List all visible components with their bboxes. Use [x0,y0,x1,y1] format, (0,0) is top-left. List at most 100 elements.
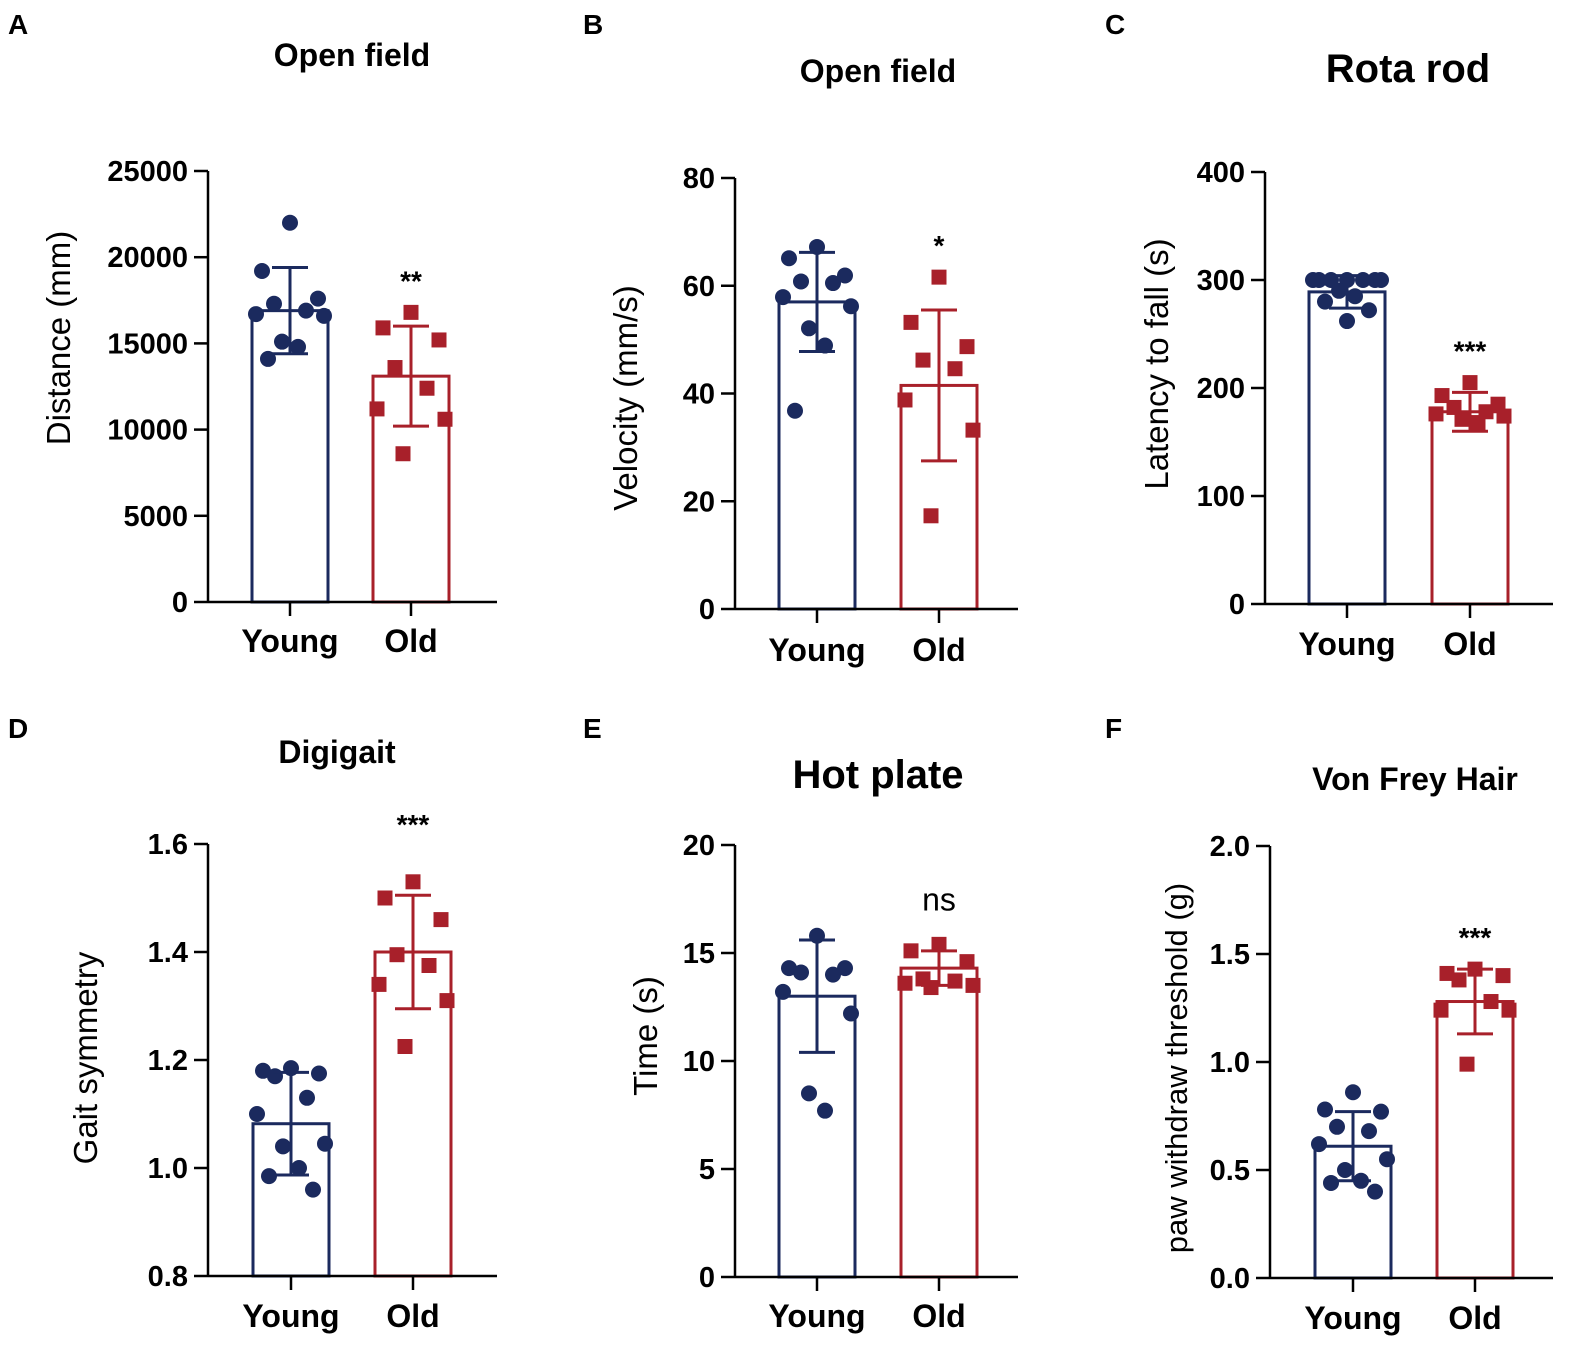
y-tick-label: 0.8 [148,1261,188,1293]
y-tick-label: 100 [1197,481,1245,513]
y-tick-label: 20000 [107,242,188,274]
y-axis-label: Gait symmetry [67,951,104,1164]
y-tick-label: 0 [1229,589,1245,621]
point-old [389,947,405,963]
point-young [254,262,270,279]
point-old [1495,968,1511,984]
point-old [1462,375,1478,391]
point-old [947,361,963,377]
point-old [387,360,403,376]
x-tick-label-young: Young [242,1298,339,1334]
point-young [817,337,833,354]
point-old [1439,965,1455,981]
y-tick-label: 1.2 [148,1045,188,1077]
point-young [801,320,817,337]
x-tick-label-old: Old [384,623,437,659]
significance-label: ns [922,881,956,917]
point-young [274,333,290,350]
point-young [825,966,841,983]
x-tick-label-young: Young [1298,626,1395,662]
x-tick-label-old: Old [1443,626,1496,662]
point-young [793,273,809,290]
point-young [316,307,332,324]
y-axis-label: Time (s) [627,976,664,1096]
panel-d: D Digigait Gait symmetry 0.8 1.0 1.2 1.4 1.6 You… [8,713,497,1334]
y-tick-label: 1.0 [1210,1047,1250,1079]
point-young [298,302,314,319]
point-young [266,295,282,312]
point-young [1361,1123,1377,1140]
significance-label: ** [400,265,422,296]
significance-label: *** [1454,336,1487,367]
bar-old [1435,1000,1515,1280]
point-young [1323,1174,1339,1191]
x-tick-label-old: Old [912,632,965,668]
y-tick-label: 300 [1197,265,1245,297]
x-tick-label-young: Young [1304,1300,1401,1336]
point-young [843,298,859,315]
panel-letter: A [8,9,28,40]
y-axis-label: paw withdraw threshold (g) [1159,883,1194,1253]
point-old [965,977,981,993]
y-tick-label: 0.5 [1210,1155,1250,1187]
chart-title: Hot plate [792,753,963,797]
point-young [1367,1183,1383,1200]
point-old [395,446,411,462]
y-tick-label: 5000 [123,501,188,533]
point-old [397,1039,413,1054]
point-young [825,275,841,292]
x-tick-label-old: Old [1448,1300,1501,1336]
point-young [781,960,797,977]
point-young [1361,302,1377,319]
point-young [1329,1118,1345,1135]
bar-young [777,300,857,611]
point-young [837,267,853,284]
point-young [248,306,264,323]
y-tick-label: 0 [172,587,188,619]
point-old [903,943,919,959]
point-old [439,993,455,1009]
x-tick-label-old: Old [912,1298,965,1334]
point-young [837,960,853,977]
point-young [1337,1162,1353,1178]
point-old [369,401,385,417]
point-young [275,1138,291,1155]
y-tick-label: 40 [683,379,715,411]
significance-label: * [934,230,945,261]
panel-f: F Von Frey Hair paw withdraw threshold (g)… [1105,713,1553,1336]
x-tick-label-old: Old [386,1298,439,1334]
y-tick-label: 400 [1197,157,1245,189]
chart-title: Open field [800,53,956,89]
point-young [305,1181,321,1198]
point-old [1434,388,1450,404]
point-young [1373,272,1389,288]
x-tick-label-young: Young [768,1298,865,1334]
point-young [775,983,791,1000]
point-old [375,320,391,336]
point-young [787,402,803,419]
point-young [255,1062,271,1079]
x-tick-label-young: Young [768,632,865,668]
y-axis-label: Velocity (mm/s) [607,285,644,511]
panel-letter: D [8,713,28,744]
point-young [843,1005,859,1022]
bar-young [1307,290,1387,606]
point-young [291,1160,307,1176]
point-young [1339,313,1355,330]
point-old [897,975,913,991]
chart-title: Von Frey Hair [1312,761,1518,797]
point-old [1501,1002,1517,1018]
point-old [1446,399,1462,415]
point-young [1311,1136,1327,1153]
point-old [377,890,393,906]
x-tick-label-young: Young [241,623,338,659]
point-old [1428,406,1444,422]
panel-a: A Open field Distance (mm) 0 5000 10000 15000 2… [8,9,497,659]
bar-old [899,966,979,1279]
point-young [299,1089,315,1106]
y-tick-label: 10 [683,1046,715,1078]
point-young [1317,293,1333,310]
point-young [1345,1084,1361,1101]
y-tick-label: 2.0 [1210,831,1250,863]
panel-letter: C [1105,9,1125,40]
